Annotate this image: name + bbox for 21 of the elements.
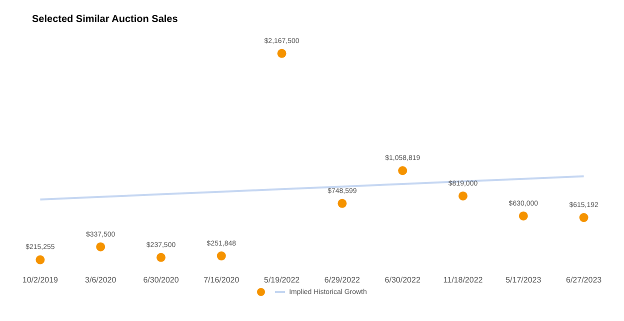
point (518, 211, 528, 220)
x-tick-label: 6/29/2022 (324, 275, 361, 284)
point (579, 213, 588, 222)
x-tick-label: 10/2/2019 (22, 275, 59, 284)
chart-title: Selected Similar Auction Sales (32, 14, 178, 25)
x-tick-label: 6/30/2022 (384, 275, 421, 284)
x-tick-label: 11/18/2022 (443, 275, 484, 284)
point (398, 166, 408, 176)
point (156, 252, 166, 262)
x-tick-label: 3/6/2020 (85, 275, 117, 284)
x-tick-label: 5/19/2022 (264, 275, 300, 284)
x-tick-label: 6/30/2020 (143, 275, 180, 284)
point (338, 198, 347, 208)
point (36, 255, 45, 264)
point (277, 48, 286, 58)
x-tick-label: 7/16/2020 (204, 275, 240, 284)
point (216, 251, 226, 260)
x-tick-label: 6/27/2023 (566, 275, 602, 284)
point (458, 191, 468, 200)
x-tick-label: 5/17/2023 (506, 275, 542, 284)
point (96, 242, 106, 252)
